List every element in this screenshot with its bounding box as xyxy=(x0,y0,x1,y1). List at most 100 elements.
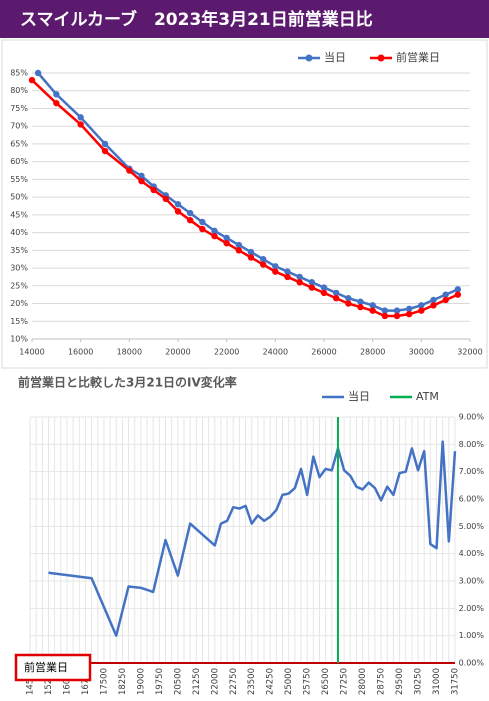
y2-tick-label: 8.00% xyxy=(459,440,485,449)
legend-label: ATM xyxy=(416,390,439,403)
legend-marker xyxy=(305,54,313,62)
marker xyxy=(138,177,145,185)
series-line xyxy=(48,440,457,637)
y-tick-label: 55% xyxy=(10,175,28,184)
marker xyxy=(345,295,352,302)
marker xyxy=(174,208,182,215)
x-tick-label: 19000 xyxy=(136,668,146,695)
x-tick-label: 28000 xyxy=(358,668,368,695)
marker xyxy=(418,302,425,309)
x-tick-label: 23500 xyxy=(247,668,257,695)
x-tick-label: 25750 xyxy=(303,668,313,695)
marker xyxy=(162,195,170,203)
marker xyxy=(454,286,462,293)
marker xyxy=(296,279,303,286)
marker xyxy=(101,140,109,148)
x-tick-label: 20000 xyxy=(165,348,190,357)
legend-label: 当日 xyxy=(324,50,346,64)
y-tick-label: 20% xyxy=(10,299,28,308)
y-tick-label: 60% xyxy=(10,157,28,166)
marker xyxy=(211,232,218,240)
marker xyxy=(454,291,462,298)
marker xyxy=(442,291,449,298)
marker xyxy=(296,273,303,281)
y2-tick-label: 3.00% xyxy=(459,577,485,586)
marker xyxy=(186,209,194,217)
x-tick-label: 17500 xyxy=(99,668,109,695)
y-tick-label: 30% xyxy=(10,264,28,273)
x-tick-label: 30000 xyxy=(409,348,434,357)
y2-tick-label: 9.00% xyxy=(459,413,485,422)
y2-tick-label: 1.00% xyxy=(459,631,485,640)
x-tick-label: 19750 xyxy=(155,668,165,695)
marker xyxy=(223,234,230,242)
x-tick-label: 22750 xyxy=(229,668,239,695)
marker xyxy=(199,218,206,226)
marker xyxy=(247,248,255,256)
y-tick-label: 65% xyxy=(10,139,28,148)
marker xyxy=(308,279,316,286)
y-tick-label: 80% xyxy=(10,86,28,95)
chart-title: スマイルカーブ 2023年3月21日前営業日比 xyxy=(20,9,373,30)
marker xyxy=(101,147,109,155)
marker xyxy=(357,298,364,305)
marker xyxy=(211,227,218,235)
marker xyxy=(53,91,60,98)
legend-label: 前営業日 xyxy=(396,50,440,64)
marker xyxy=(332,289,340,297)
marker xyxy=(393,307,401,314)
marker xyxy=(28,76,36,84)
x-tick-label: 28000 xyxy=(360,348,385,357)
x-tick-label: 20500 xyxy=(173,668,183,695)
y-tick-label: 15% xyxy=(10,317,28,326)
marker xyxy=(418,307,425,314)
y-tick-label: 40% xyxy=(10,228,28,237)
marker xyxy=(174,201,182,208)
y-tick-label: 50% xyxy=(10,193,28,202)
y2-tick-label: 6.00% xyxy=(459,495,485,504)
marker xyxy=(393,312,401,320)
marker xyxy=(247,254,255,261)
marker xyxy=(320,289,328,297)
x-tick-label: 15250 xyxy=(44,668,54,695)
y-tick-label: 45% xyxy=(10,210,28,219)
marker xyxy=(34,69,42,77)
x-tick-label: 16000 xyxy=(68,348,93,357)
y-tick-label: 70% xyxy=(10,122,28,131)
chart-title: 前営業日と比較した3月21日のIV変化率 xyxy=(18,375,237,390)
y-tick-label: 25% xyxy=(10,281,28,290)
marker xyxy=(430,302,437,309)
marker xyxy=(345,300,352,307)
x-tick-label: 27250 xyxy=(340,668,350,695)
x-tick-label: 31750 xyxy=(451,668,461,695)
corner-label: 前営業日 xyxy=(24,660,68,674)
marker xyxy=(284,268,291,275)
x-tick-label: 32000 xyxy=(457,348,482,357)
y2-tick-label: 7.00% xyxy=(459,467,485,476)
marker xyxy=(308,284,316,291)
x-tick-label: 24000 xyxy=(263,348,288,357)
x-tick-label: 29500 xyxy=(395,668,405,695)
y-tick-label: 85% xyxy=(10,69,28,78)
y2-tick-label: 2.00% xyxy=(459,604,485,613)
x-tick-label: 30250 xyxy=(414,668,424,695)
marker xyxy=(126,167,133,174)
chart-frame xyxy=(1,39,488,369)
marker xyxy=(150,186,157,194)
marker xyxy=(332,295,340,302)
x-tick-label: 16750 xyxy=(81,668,91,695)
x-tick-label: 22000 xyxy=(214,348,239,357)
y2-tick-label: 4.00% xyxy=(459,549,485,558)
x-tick-label: 18000 xyxy=(117,348,142,357)
marker xyxy=(199,225,206,233)
y-tick-label: 35% xyxy=(10,246,28,255)
marker xyxy=(405,310,413,318)
legend-marker xyxy=(377,54,385,62)
marker xyxy=(381,307,389,314)
marker xyxy=(405,305,413,313)
title-banner xyxy=(0,0,489,38)
x-tick-label: 26000 xyxy=(311,348,336,357)
y-tick-label: 10% xyxy=(10,335,28,344)
y-tick-label: 75% xyxy=(10,104,28,113)
x-tick-label: 28750 xyxy=(377,668,387,695)
